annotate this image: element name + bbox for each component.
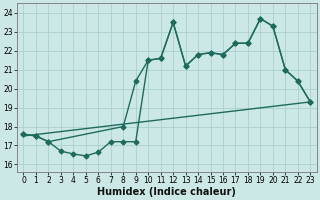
X-axis label: Humidex (Indice chaleur): Humidex (Indice chaleur) [98, 187, 236, 197]
